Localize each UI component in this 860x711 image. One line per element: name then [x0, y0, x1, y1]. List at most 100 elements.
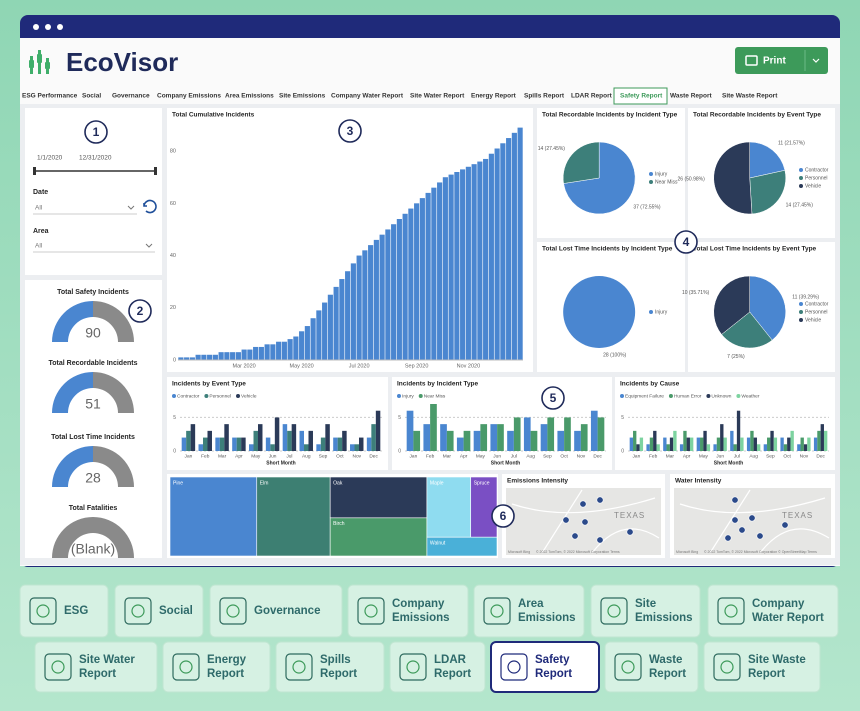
map-marker[interactable] — [756, 532, 764, 540]
tile-icon[interactable] — [600, 597, 628, 625]
tile-icon[interactable] — [399, 653, 427, 681]
tile-label[interactable]: Energy — [207, 654, 247, 666]
tile-label[interactable]: Report — [320, 668, 357, 680]
tile-label[interactable]: Company — [752, 598, 805, 610]
tile-icon[interactable] — [172, 653, 200, 681]
bar — [703, 430, 707, 451]
nav-tile[interactable] — [162, 641, 271, 693]
print-label[interactable]: Print — [763, 56, 786, 67]
active-tab[interactable] — [613, 87, 668, 105]
nav-tab[interactable]: Safety Report — [620, 93, 663, 100]
map-marker[interactable] — [748, 514, 756, 522]
nav-tab[interactable]: LDAR Report — [571, 93, 613, 100]
nav-tab[interactable]: Site Emissions — [279, 93, 326, 100]
map-marker[interactable] — [579, 500, 587, 508]
tile-label[interactable]: Area — [518, 598, 544, 610]
map-marker[interactable] — [596, 496, 604, 504]
y-tick-label: 0 — [173, 357, 176, 363]
nav-tab[interactable]: Company Emissions — [157, 93, 221, 100]
tile-icon[interactable] — [500, 653, 528, 681]
tile-label[interactable]: Social — [159, 605, 193, 617]
slider-handle[interactable] — [154, 167, 157, 175]
nav-tile[interactable] — [490, 641, 600, 693]
tile-icon[interactable] — [717, 597, 745, 625]
tile-label[interactable]: Report — [434, 668, 471, 680]
nav-tile[interactable] — [590, 584, 701, 638]
nav-tab[interactable]: Site Waste Report — [722, 93, 778, 100]
nav-tile[interactable] — [275, 641, 385, 693]
nav-tile[interactable] — [347, 584, 469, 638]
tile-label[interactable]: Governance — [254, 605, 320, 617]
tile-label[interactable]: Spills — [320, 654, 351, 666]
map-area[interactable] — [674, 488, 831, 555]
tile-label[interactable]: Report — [79, 668, 116, 680]
tile-icon[interactable] — [219, 597, 247, 625]
tile-label[interactable]: Site Water — [79, 654, 135, 666]
dropdown-value[interactable]: All — [35, 205, 43, 212]
legend-label: Near Miss — [655, 179, 678, 185]
tile-label[interactable]: LDAR — [434, 654, 467, 666]
map-marker[interactable] — [738, 526, 746, 534]
map-marker[interactable] — [596, 536, 604, 544]
tile-label[interactable]: Emissions — [518, 612, 576, 624]
tile-icon[interactable] — [44, 653, 72, 681]
tile-icon[interactable] — [713, 653, 741, 681]
nav-tile[interactable] — [604, 641, 699, 693]
dropdown-value[interactable]: All — [35, 243, 43, 250]
nav-tab[interactable]: Spills Report — [524, 93, 565, 100]
bar — [431, 187, 437, 360]
map-marker[interactable] — [562, 516, 570, 524]
nav-tab[interactable]: ESG Performance — [22, 93, 78, 100]
bar — [402, 213, 408, 360]
x-tick-label: Sep — [543, 453, 552, 459]
map-marker[interactable] — [581, 518, 589, 526]
bar — [507, 430, 514, 451]
map-marker[interactable] — [781, 521, 789, 529]
gauge-track — [93, 301, 134, 342]
tile-label[interactable]: Water Report — [752, 612, 824, 624]
nav-tab[interactable]: Site Water Report — [410, 93, 465, 100]
map-marker[interactable] — [724, 534, 732, 542]
legend-label: Weather — [741, 393, 759, 399]
nav-tab[interactable]: Area Emissions — [225, 93, 274, 100]
tile-icon[interactable] — [357, 597, 385, 625]
nav-tile[interactable] — [389, 641, 486, 693]
kpi-title: Total Fatalities — [69, 505, 118, 512]
tile-icon[interactable] — [483, 597, 511, 625]
dropdown-chevron[interactable] — [145, 243, 153, 248]
tile-label[interactable]: Company — [392, 598, 445, 610]
dropdown-chevron[interactable] — [127, 205, 135, 210]
map-marker[interactable] — [731, 496, 739, 504]
map-marker[interactable] — [571, 532, 579, 540]
map-marker[interactable] — [731, 516, 739, 524]
tile-label[interactable]: Site Waste — [748, 654, 806, 666]
nav-tile[interactable] — [707, 584, 839, 638]
print-menu-chevron[interactable] — [812, 58, 820, 63]
tile-icon[interactable] — [29, 597, 57, 625]
tile-icon[interactable] — [124, 597, 152, 625]
legend-label: Human Error — [674, 393, 702, 399]
tile-label[interactable]: ESG — [64, 605, 88, 617]
map-marker[interactable] — [626, 528, 634, 536]
tile-label[interactable]: Site — [635, 598, 656, 610]
tile-label[interactable]: Report — [748, 668, 785, 680]
tile-label[interactable]: Emissions — [392, 612, 450, 624]
nav-tab[interactable]: Governance — [112, 93, 150, 100]
nav-tab[interactable]: Social — [82, 93, 101, 100]
refresh-icon[interactable] — [143, 199, 157, 214]
tile-label[interactable]: Emissions — [635, 612, 693, 624]
tile-label[interactable]: Report — [535, 668, 572, 680]
tile-label[interactable]: Waste — [649, 654, 682, 666]
tile-label[interactable]: Safety — [535, 654, 570, 666]
nav-tile[interactable] — [34, 641, 158, 693]
nav-tab[interactable]: Waste Report — [670, 93, 712, 100]
nav-tab[interactable]: Energy Report — [471, 93, 517, 100]
icon-symbol — [490, 604, 504, 618]
tile-icon[interactable] — [614, 653, 642, 681]
nav-tab[interactable]: Company Water Report — [331, 93, 404, 100]
icon-symbol — [36, 604, 50, 618]
tile-icon[interactable] — [285, 653, 313, 681]
tile-label[interactable]: Report — [207, 668, 244, 680]
tile-label[interactable]: Report — [649, 668, 686, 680]
slider-handle[interactable] — [33, 167, 36, 175]
